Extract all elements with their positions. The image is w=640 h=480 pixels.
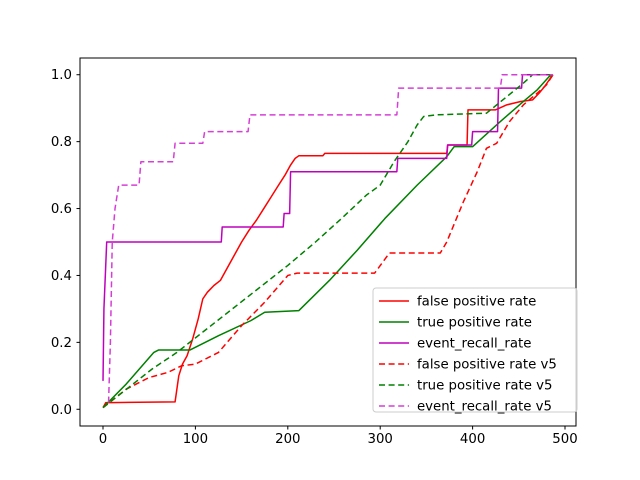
x-tick-label: 400 — [460, 432, 485, 447]
legend-label-false-positive-rate-v5: false positive rate v5 — [417, 358, 557, 373]
series-line-event-recall-rate-v5 — [107, 73, 553, 403]
series-line-true-positive-rate — [102, 74, 554, 409]
series-line-false-positive-rate — [102, 74, 554, 408]
legend-label-true-positive-rate: true positive rate — [417, 316, 532, 331]
x-tick-label: 100 — [183, 432, 208, 447]
series-line-event-recall-rate — [102, 73, 553, 381]
x-tick-label: 0 — [99, 432, 107, 447]
legend-label-event-recall-rate: event_recall_rate — [417, 337, 531, 352]
y-tick-label: 0.2 — [51, 336, 72, 351]
y-tick-label: 1.0 — [51, 68, 72, 83]
y-tick-label: 0.8 — [51, 135, 72, 150]
legend-label-false-positive-rate: false positive rate — [417, 295, 536, 310]
legend-label-event-recall-rate-v5: event_recall_rate v5 — [417, 400, 552, 415]
y-tick-label: 0.4 — [51, 269, 72, 284]
legend-label-true-positive-rate-v5: true positive rate v5 — [417, 379, 552, 394]
axes-spines — [79, 57, 577, 427]
x-tick-label: 300 — [368, 432, 393, 447]
series-line-true-positive-rate-v5 — [102, 73, 553, 409]
series-line-false-positive-rate-v5 — [102, 74, 554, 409]
y-tick-label: 0.6 — [51, 202, 72, 217]
legend-box — [372, 287, 578, 413]
x-tick-label: 200 — [275, 432, 300, 447]
x-tick-label: 500 — [552, 432, 577, 447]
y-tick-label: 0.0 — [51, 403, 72, 418]
